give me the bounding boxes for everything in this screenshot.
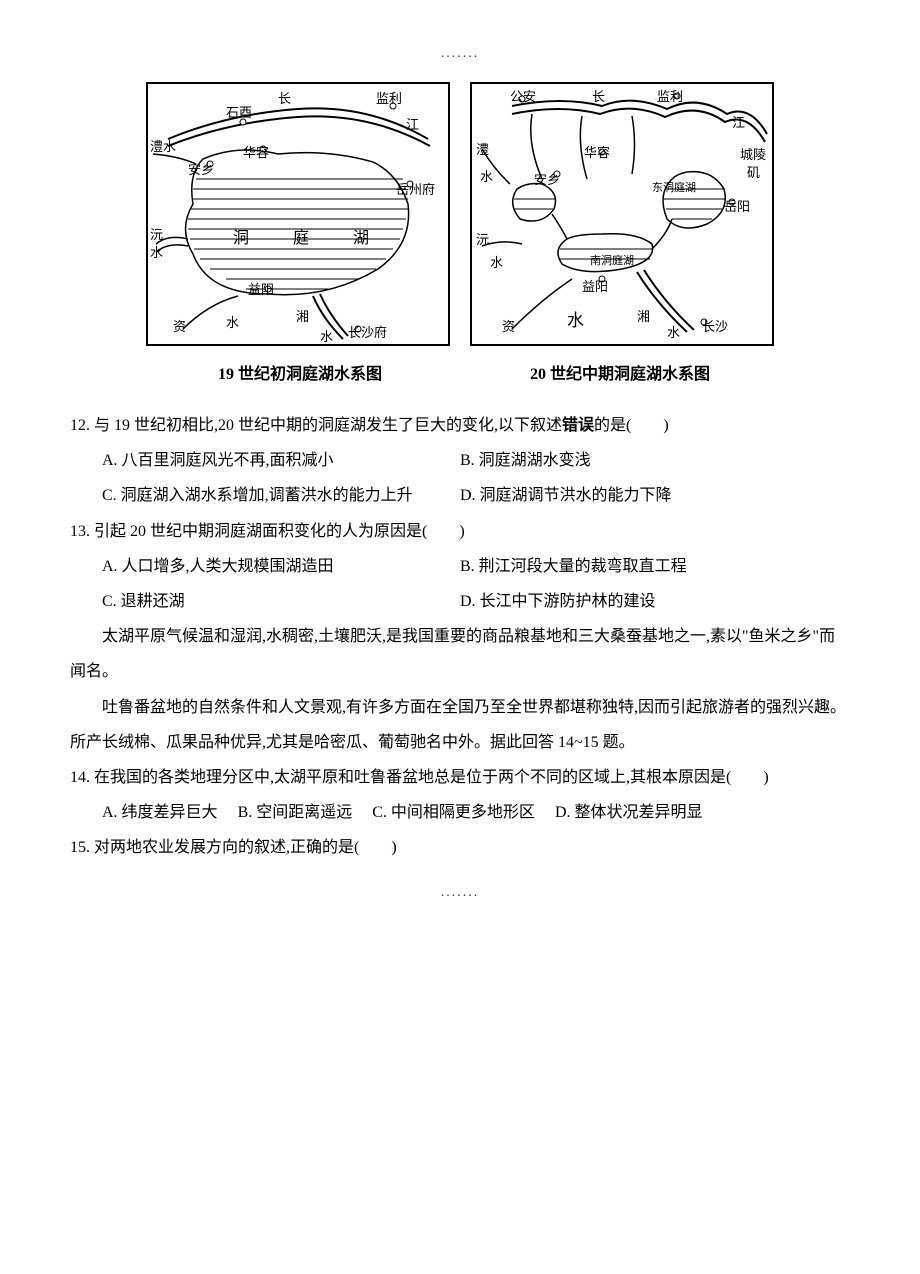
question-15: 15. 对两地农业发展方向的叙述,正确的是( ) [70,830,850,865]
q13-option-c: C. 退耕还湖 [70,584,460,619]
map-19th-century: 长 江 石酉 监利 澧水 安乡 华容 岳州府 洞 庭 湖 沅 水 益阳 资 水 … [146,82,450,346]
map-left-label-shui: 水 [150,242,163,261]
question-12: 12. 与 19 世纪初相比,20 世纪中期的洞庭湖发生了巨大的变化,以下叙述错… [70,408,850,514]
map-left-label-dong: 洞 [233,224,249,248]
map-right-label-nandongting: 南洞庭湖 [590,252,634,268]
q14-option-b: B. 空间距离遥远 [238,804,353,821]
page-root: ....... [0,0,920,947]
passage2-text: 吐鲁番盆地的自然条件和人文景观,有许多方面在全国乃至全世界都堪称独特,因而引起旅… [70,690,850,760]
map-left-label-yiyang: 益阳 [248,279,274,298]
captions-row: 19 世纪初洞庭湖水系图 20 世纪中期洞庭湖水系图 [70,354,850,384]
map-right-label-zi: 资 [502,316,515,335]
q14-option-d: D. 整体状况差异明显 [555,804,703,821]
map-right-label-ji: 矶 [747,162,760,181]
map-right-label-chang: 长 [592,86,605,105]
map-right-label-yueyang: 岳阳 [724,196,750,215]
q14-stem: 14. 在我国的各类地理分区中,太湖平原和吐鲁番盆地总是位于两个不同的区域上,其… [70,760,850,795]
q14-option-a: A. 纬度差异巨大 [102,804,218,821]
question-14: 14. 在我国的各类地理分区中,太湖平原和吐鲁番盆地总是位于两个不同的区域上,其… [70,760,850,830]
passage1-text: 太湖平原气候温和湿润,水稠密,土壤肥沃,是我国重要的商品粮基地和三大桑蚕基地之一… [70,619,850,689]
map-right-label-yiyang: 益阳 [582,276,608,295]
q13-option-a: A. 人口增多,人类大规模围湖造田 [70,549,460,584]
map-right-label-shui-yuan: 水 [490,252,503,271]
map-right-label-shui-xiang: 水 [667,322,680,341]
map-right-label-jianli: 监利 [657,86,683,105]
map-left-label-shixi: 石酉 [226,102,252,121]
map-left-label-shui3: 水 [320,326,333,345]
map-right-label-gongan: 公安 [510,86,536,105]
caption-right: 20 世纪中期洞庭湖水系图 [470,360,770,384]
caption-left: 19 世纪初洞庭湖水系图 [150,360,450,384]
question-13: 13. 引起 20 世纪中期洞庭湖面积变化的人为原因是( ) A. 人口增多,人… [70,514,850,620]
maps-row: 长 江 石酉 监利 澧水 安乡 华容 岳州府 洞 庭 湖 沅 水 益阳 资 水 … [70,82,850,346]
map-left-label-yuezhoufu: 岳州府 [396,179,435,198]
map-right-label-li: 澧 [476,139,489,158]
q15-stem: 15. 对两地农业发展方向的叙述,正确的是( ) [70,830,850,865]
header-dots: ....... [70,46,850,62]
map-right-label-huarong: 华容 [584,142,610,161]
map-left-label-yuan: 沅 [150,224,163,243]
map-left-label-xiang: 湘 [296,306,309,325]
map-right-label-chengling: 城陵 [740,144,766,163]
map-right-label-jiang: 江 [732,112,745,131]
map-left-label-chang: 长 [278,88,291,107]
map-20th-century: 公安 长 监利 江 澧 水 华容 安乡 城陵 矶 东洞庭湖 岳阳 南洞庭湖 沅 … [470,82,774,346]
q12-option-b: B. 洞庭湖湖水变浅 [460,443,850,478]
passage-turpan: 吐鲁番盆地的自然条件和人文景观,有许多方面在全国乃至全世界都堪称独特,因而引起旅… [70,690,850,760]
q12-option-d: D. 洞庭湖调节洪水的能力下降 [460,478,850,513]
map-left-label-ting: 庭 [293,224,309,248]
q12-option-c: C. 洞庭湖入湖水系增加,调蓄洪水的能力上升 [70,478,460,513]
map-left-label-zi: 资 [173,316,186,335]
map-left-svg [148,84,448,344]
q13-stem: 13. 引起 20 世纪中期洞庭湖面积变化的人为原因是( ) [70,514,850,549]
q13-option-b: B. 荆江河段大量的裁弯取直工程 [460,549,850,584]
map-right-label-shui-zi: 水 [567,306,584,331]
map-left-label-lishui: 澧水 [150,136,176,155]
footer-dots: ....... [70,885,850,901]
q13-option-d: D. 长江中下游防护林的建设 [460,584,850,619]
passage-taihu: 太湖平原气候温和湿润,水稠密,土壤肥沃,是我国重要的商品粮基地和三大桑蚕基地之一… [70,619,850,689]
map-right-label-changsha: 长沙 [702,316,728,335]
q14-options-line: A. 纬度差异巨大 B. 空间距离遥远 C. 中间相隔更多地形区 D. 整体状况… [70,795,850,830]
map-left-label-jiang: 江 [406,114,419,133]
map-right-label-yuan: 沅 [476,229,489,248]
map-left-label-anxiang: 安乡 [188,159,214,178]
map-right-label-dongdongting: 东洞庭湖 [652,179,696,195]
map-left-label-changshafu: 长沙府 [348,322,387,341]
q12-option-a: A. 八百里洞庭风光不再,面积减小 [70,443,460,478]
map-left-label-jianli: 监利 [376,88,402,107]
map-left-label-shui2: 水 [226,312,239,331]
map-left-label-hu: 湖 [353,224,369,248]
q12-stem-a: 12. 与 19 世纪初相比,20 世纪中期的洞庭湖发生了巨大的变化,以下叙述 [70,417,562,434]
map-right-label-shui-li: 水 [480,166,493,185]
map-right-label-anxiang: 安乡 [534,169,560,188]
map-right-label-xiang: 湘 [637,306,650,325]
q12-stem-b: 的是( ) [594,417,669,434]
q12-stem-bold: 错误 [562,417,594,434]
q14-option-c: C. 中间相隔更多地形区 [372,804,535,821]
map-left-label-huarong: 华容 [243,142,269,161]
q12-stem: 12. 与 19 世纪初相比,20 世纪中期的洞庭湖发生了巨大的变化,以下叙述错… [70,408,850,443]
